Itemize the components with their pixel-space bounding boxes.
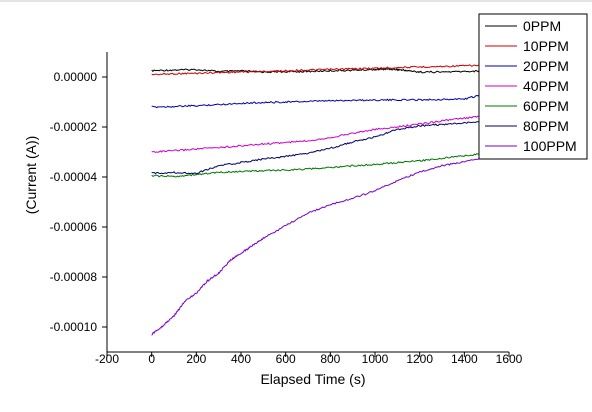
x-tick-group: -200 0 200 400 600 800 1000 1200 1400 1600 [95, 352, 523, 366]
legend-entry-40ppm: 40PPM [523, 78, 569, 94]
x-tick-label: -200 [95, 352, 119, 366]
legend-entry-20ppm: 20PPM [523, 58, 569, 74]
x-tick-label: 600 [276, 352, 296, 366]
series-line-100ppm [151, 156, 487, 336]
series-line-80ppm [151, 119, 487, 175]
legend-entry-0ppm: 0PPM [523, 18, 561, 34]
series-line-0ppm [151, 67, 487, 74]
legend-entry-10ppm: 10PPM [523, 38, 569, 54]
x-tick-label: 800 [320, 352, 340, 366]
legend-entry-60ppm: 60PPM [523, 98, 569, 114]
legend: 0PPM 10PPM 20PPM 40PPM 60PPM 80PPM 100PPM [478, 13, 588, 160]
y-axis-title: (Current (A)) [23, 136, 39, 215]
plot-series-group [151, 64, 487, 336]
x-tick-label: 0 [148, 352, 155, 366]
series-line-60ppm [151, 152, 487, 178]
series-line-20ppm [151, 93, 487, 109]
series-line-40ppm [151, 114, 487, 153]
series-line-10ppm [151, 64, 487, 76]
axes-group: -200 0 200 400 600 800 1000 1200 1400 1600 0.0000… [50, 52, 523, 366]
x-tick-label: 1400 [451, 352, 478, 366]
y-tick-label: -0.00010 [50, 320, 98, 334]
legend-entry-100ppm: 100PPM [523, 138, 577, 154]
x-tick-label: 1200 [406, 352, 433, 366]
legend-entry-80ppm: 80PPM [523, 118, 569, 134]
x-tick-label: 400 [231, 352, 251, 366]
y-tick-label: -0.00004 [50, 170, 98, 184]
y-tick-label: -0.00008 [50, 270, 98, 284]
y-tick-label: 0.00000 [54, 70, 98, 84]
x-tick-label: 1000 [362, 352, 389, 366]
x-tick-label: 200 [186, 352, 206, 366]
y-tick-label: -0.00006 [50, 220, 98, 234]
x-axis-title: Elapsed Time (s) [260, 371, 365, 387]
y-tick-label: -0.00002 [50, 120, 98, 134]
y-tick-group: 0.00000 -0.00002 -0.00004 -0.00006 -0.00008 -… [50, 70, 107, 334]
x-tick-label: 1600 [496, 352, 523, 366]
